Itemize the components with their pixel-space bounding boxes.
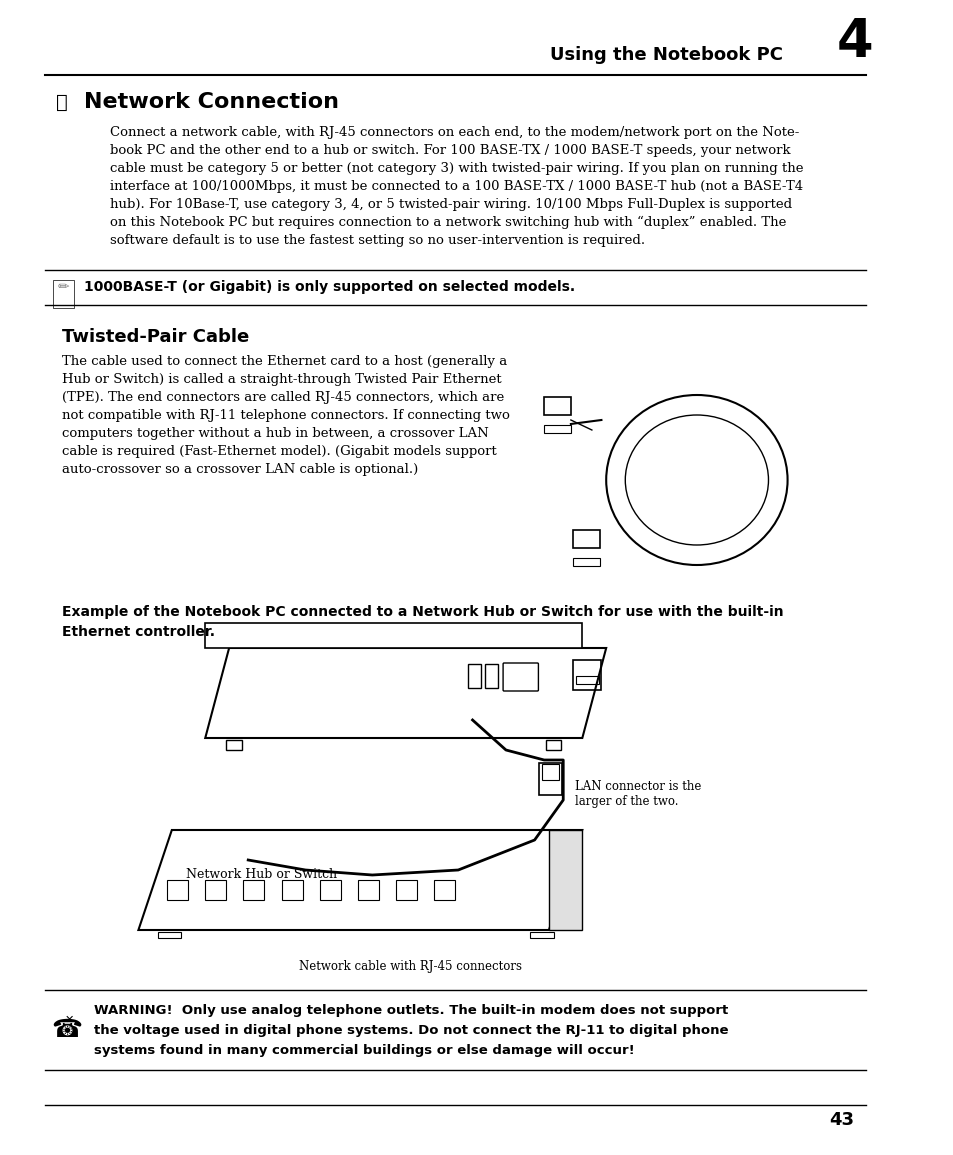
Text: Network Connection: Network Connection — [84, 92, 338, 112]
Bar — [484, 664, 497, 688]
Bar — [545, 740, 560, 750]
Text: book PC and the other end to a hub or switch. For 100 BASE-TX / 1000 BASE-T spee: book PC and the other end to a hub or sw… — [110, 144, 790, 157]
Bar — [543, 397, 570, 415]
Polygon shape — [138, 830, 581, 930]
Text: the voltage used in digital phone systems. Do not connect the RJ-11 to digital p: the voltage used in digital phone system… — [93, 1024, 727, 1037]
Text: software default is to use the fastest setting so no user-intervention is requir: software default is to use the fastest s… — [110, 234, 644, 247]
Bar — [52, 280, 73, 308]
Bar — [572, 558, 598, 566]
Text: computers together without a hub in between, a crossover LAN: computers together without a hub in betw… — [62, 427, 488, 440]
Bar — [205, 880, 226, 900]
Bar — [434, 880, 455, 900]
Text: Example of the Notebook PC connected to a Network Hub or Switch for use with the: Example of the Notebook PC connected to … — [62, 605, 782, 619]
Text: systems found in many commercial buildings or else damage will occur!: systems found in many commercial buildin… — [93, 1044, 634, 1057]
Bar — [357, 880, 378, 900]
Bar — [281, 880, 302, 900]
Text: ☎: ☎ — [51, 1018, 82, 1042]
Text: cable must be category 5 or better (not category 3) with twisted-pair wiring. If: cable must be category 5 or better (not … — [110, 162, 802, 176]
Text: on this Notebook PC but requires connection to a network switching hub with “dup: on this Notebook PC but requires connect… — [110, 216, 785, 229]
Text: not compatible with RJ-11 telephone connectors. If connecting two: not compatible with RJ-11 telephone conn… — [62, 409, 510, 422]
Text: (TPE). The end connectors are called RJ-45 connectors, which are: (TPE). The end connectors are called RJ-… — [62, 392, 504, 404]
Text: Using the Notebook PC: Using the Notebook PC — [549, 46, 782, 64]
Text: Network Hub or Switch: Network Hub or Switch — [186, 869, 337, 881]
Bar — [572, 660, 600, 690]
Polygon shape — [205, 623, 581, 648]
Bar — [167, 880, 188, 900]
Text: Network cable with RJ-45 connectors: Network cable with RJ-45 connectors — [298, 960, 521, 973]
Polygon shape — [205, 648, 605, 738]
Text: 1000BASE-T (or Gigabit) is only supported on selected models.: 1000BASE-T (or Gigabit) is only supporte… — [84, 280, 575, 295]
Text: The cable used to connect the Ethernet card to a host (generally a: The cable used to connect the Ethernet c… — [62, 355, 507, 368]
Text: Connect a network cable, with RJ-45 connectors on each end, to the modem/network: Connect a network cable, with RJ-45 conn… — [110, 126, 799, 139]
Text: ✏: ✏ — [57, 280, 69, 295]
Bar — [538, 763, 561, 795]
Bar — [226, 740, 241, 750]
Text: 43: 43 — [828, 1111, 854, 1128]
Bar — [319, 880, 340, 900]
Bar — [243, 880, 264, 900]
Text: auto-crossover so a crossover LAN cable is optional.): auto-crossover so a crossover LAN cable … — [62, 463, 417, 476]
Text: Twisted-Pair Cable: Twisted-Pair Cable — [62, 328, 249, 346]
Polygon shape — [548, 830, 581, 930]
Text: Ethernet controller.: Ethernet controller. — [62, 625, 214, 639]
Bar — [395, 880, 416, 900]
Bar — [467, 664, 480, 688]
Text: ✕: ✕ — [65, 1015, 74, 1024]
Text: cable is required (Fast-Ethernet model). (Gigabit models support: cable is required (Fast-Ethernet model).… — [62, 445, 497, 459]
Bar — [575, 676, 598, 684]
Text: interface at 100/1000Mbps, it must be connected to a 100 BASE-TX / 1000 BASE-T h: interface at 100/1000Mbps, it must be co… — [110, 180, 802, 193]
Bar — [529, 932, 553, 938]
Text: LAN connector is the
larger of the two.: LAN connector is the larger of the two. — [574, 780, 700, 808]
Bar — [157, 932, 181, 938]
Text: hub). For 10Base-T, use category 3, 4, or 5 twisted-pair wiring. 10/100 Mbps Ful: hub). For 10Base-T, use category 3, 4, o… — [110, 198, 791, 211]
Text: 品: 品 — [56, 92, 68, 112]
Text: 4: 4 — [836, 16, 873, 68]
Bar — [541, 763, 558, 780]
Text: WARNING!  Only use analog telephone outlets. The built-in modem does not support: WARNING! Only use analog telephone outle… — [93, 1004, 727, 1018]
Bar — [543, 425, 570, 433]
Text: Hub or Switch) is called a straight-through Twisted Pair Ethernet: Hub or Switch) is called a straight-thro… — [62, 373, 501, 386]
Bar — [572, 530, 598, 547]
